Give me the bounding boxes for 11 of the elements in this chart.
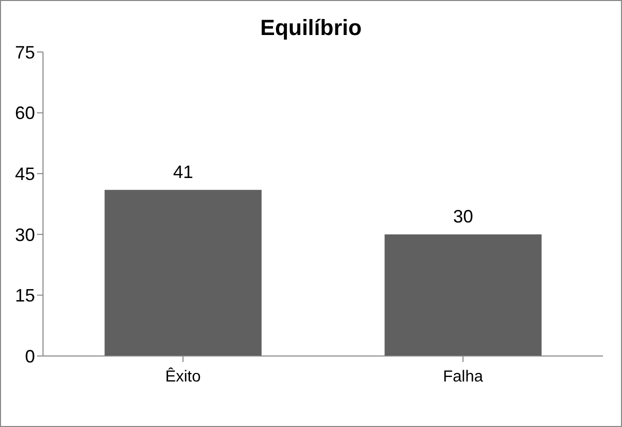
y-tick-label: 75 [14, 42, 35, 62]
data-label: 41 [173, 162, 194, 182]
y-tick-label: 30 [14, 224, 35, 245]
chart-title: Equilíbrio [259, 15, 363, 41]
y-tick-label: 0 [24, 346, 35, 366]
data-label: 30 [453, 206, 474, 226]
y-tick-label: 60 [14, 103, 35, 124]
y-tick-label: 15 [14, 286, 35, 306]
y-tick-label: 45 [14, 164, 35, 184]
x-tick-label: Êxito [165, 367, 201, 386]
x-tick-label: Falha [442, 368, 484, 386]
